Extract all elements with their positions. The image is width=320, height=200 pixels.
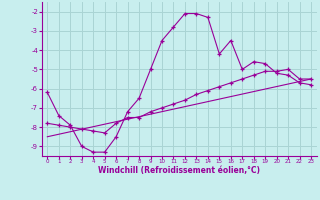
X-axis label: Windchill (Refroidissement éolien,°C): Windchill (Refroidissement éolien,°C)	[98, 166, 260, 175]
